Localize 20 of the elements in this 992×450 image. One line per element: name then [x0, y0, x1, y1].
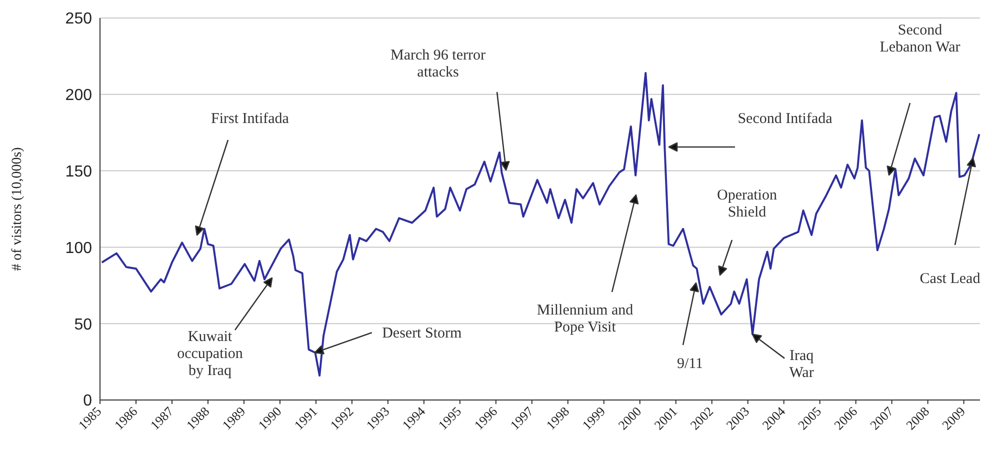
annotation: Cast Lead — [920, 271, 981, 288]
y-tick-label: 200 — [65, 87, 92, 104]
annotation: Operation Shield — [717, 188, 778, 221]
y-tick-label: 100 — [65, 240, 92, 257]
annotation: Second Intifada — [738, 111, 833, 128]
y-axis-title: # of visitors (10,000s) — [10, 146, 25, 271]
annotation: First Intifada — [211, 111, 290, 128]
annotation: Millennium and Pope Visit — [536, 302, 634, 336]
x-tick-label: 2001 — [651, 404, 680, 433]
y-tick-label: 0 — [83, 392, 92, 410]
annotation: Iraq War — [789, 348, 814, 382]
annotation: March 96 terror attacks — [390, 48, 486, 81]
annotation: 9/11 — [676, 356, 704, 372]
y-tick-label: 250 — [65, 10, 92, 28]
y-tick-label: 150 — [65, 163, 92, 180]
x-tick-label: 1991 — [291, 404, 320, 433]
annotation: Desert Storm — [382, 326, 462, 342]
y-tick-label: 50 — [74, 316, 92, 334]
annotation: Second Lebanon War — [880, 22, 960, 56]
annotation: Kuwait occupation by Iraq — [177, 329, 244, 380]
